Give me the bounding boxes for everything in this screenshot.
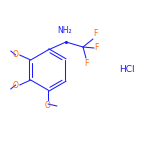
Text: O: O [12,50,18,59]
Text: O: O [45,101,51,110]
Text: F: F [95,43,99,52]
Text: F: F [84,59,88,68]
Text: O: O [12,81,18,90]
Text: NH₂: NH₂ [58,26,72,35]
Text: F: F [93,29,98,38]
Text: HCl: HCl [119,66,135,74]
